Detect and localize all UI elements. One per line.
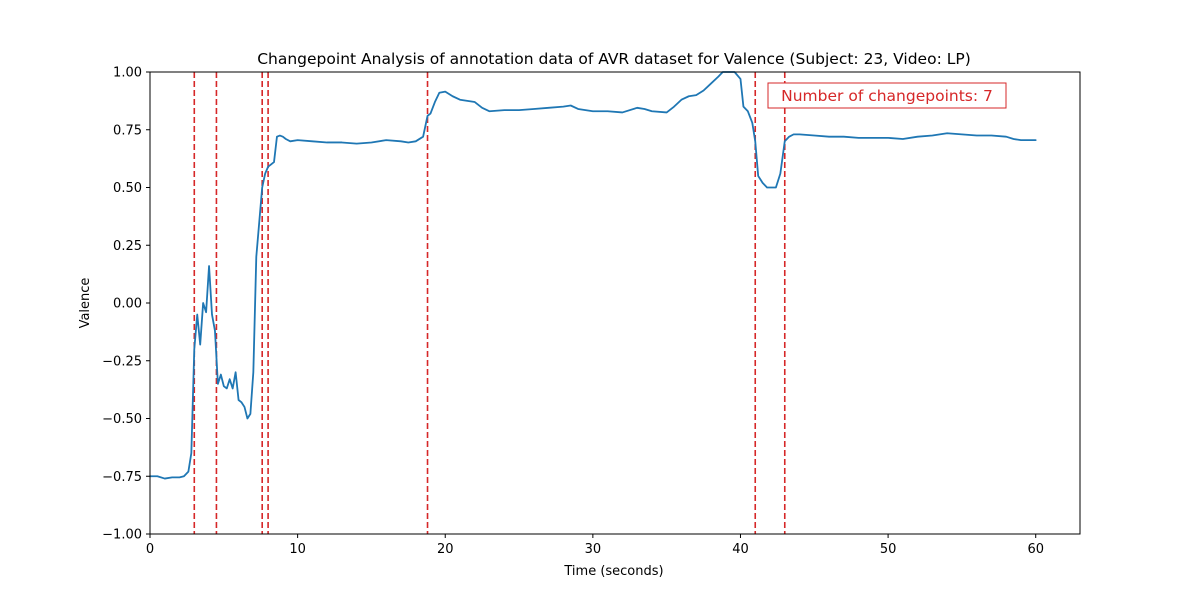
- valence-series-line: [149, 71, 1037, 480]
- y-tick-label: −0.25: [102, 354, 142, 369]
- x-axis: 0 10 20 30 40 50 60: [146, 534, 1044, 557]
- x-tick-label: 20: [437, 542, 454, 557]
- x-tick-label: 10: [289, 542, 306, 557]
- y-tick-label: 0.75: [113, 123, 142, 138]
- changepoint-count-annotation: Number of changepoints: 7: [767, 82, 1007, 109]
- y-tick-label: 0.25: [113, 239, 142, 254]
- y-tick-label: −0.75: [102, 470, 142, 485]
- annotation-text: Number of changepoints: 7: [781, 87, 993, 105]
- y-tick-label: −0.50: [102, 412, 142, 427]
- x-axis-label: Time (seconds): [563, 564, 663, 579]
- y-axis: −1.00 −0.75 −0.50 −0.25 0.00 0.25 0.50 0.75 1.00: [102, 66, 150, 543]
- chart-title: Changepoint Analysis of annotation data …: [257, 50, 971, 68]
- x-tick-label: 40: [732, 542, 749, 557]
- x-tick-label: 50: [880, 542, 897, 557]
- series-layer: [149, 71, 1037, 480]
- x-tick-label: 60: [1027, 542, 1044, 557]
- y-axis-label: Valence: [78, 278, 93, 329]
- y-tick-label: 1.00: [113, 66, 142, 81]
- y-tick-label: 0.50: [113, 181, 142, 196]
- x-tick-label: 0: [146, 542, 154, 557]
- changepoint-lines: [193, 72, 786, 534]
- y-tick-label: −1.00: [102, 528, 142, 543]
- y-tick-label: 0.00: [113, 297, 142, 312]
- x-tick-label: 30: [585, 542, 602, 557]
- annotation-box-border: [767, 82, 1007, 109]
